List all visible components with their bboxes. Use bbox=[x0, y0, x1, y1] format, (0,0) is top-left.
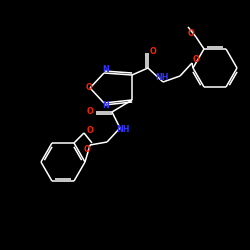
Text: N: N bbox=[103, 102, 110, 110]
Text: NH: NH bbox=[116, 126, 130, 134]
Text: O: O bbox=[87, 106, 94, 116]
Text: O: O bbox=[84, 144, 90, 154]
Text: O: O bbox=[86, 84, 92, 92]
Text: O: O bbox=[150, 48, 156, 56]
Text: O: O bbox=[192, 56, 200, 64]
Text: NH: NH bbox=[155, 74, 169, 82]
Text: O: O bbox=[188, 30, 194, 38]
Text: O: O bbox=[87, 126, 94, 136]
Text: N: N bbox=[103, 66, 110, 74]
